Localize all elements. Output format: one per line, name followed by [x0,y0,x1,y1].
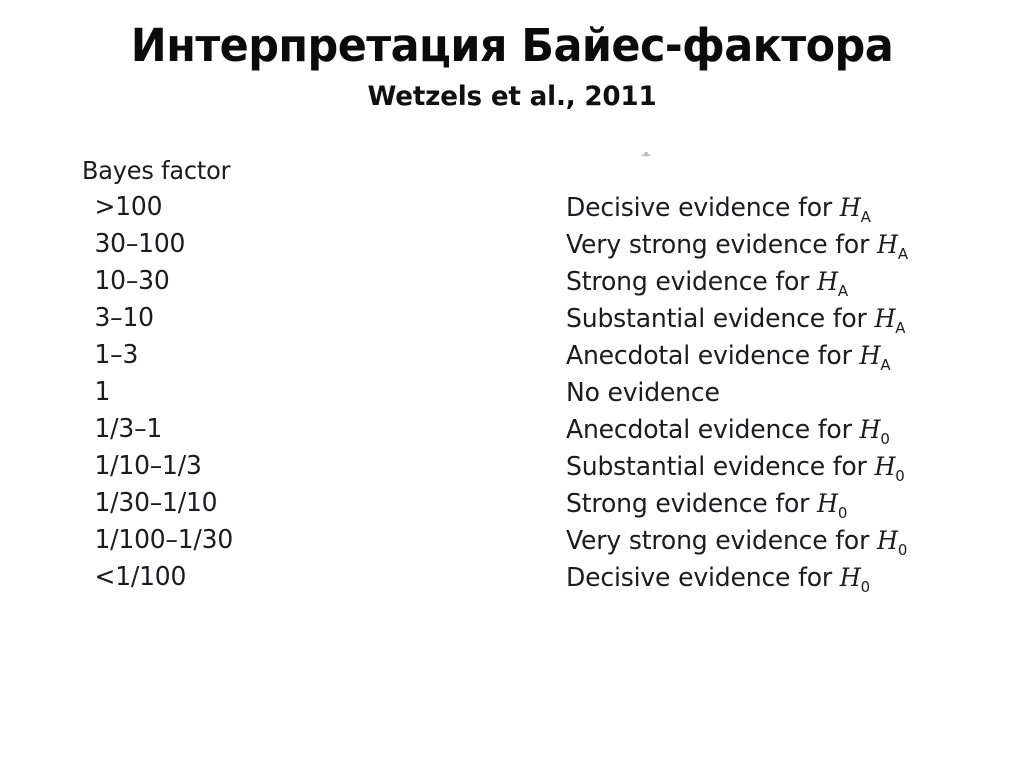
hypothesis-subscript: 0 [860,578,871,596]
hypothesis-symbol: H0 [874,452,905,485]
hypothesis-symbol: H0 [859,415,890,448]
hypothesis-subscript: A [880,356,891,374]
table-row: Strong evidence for H0 [566,485,981,522]
table-row: Substantial evidence for H0 [566,448,981,485]
table-row: Substantial evidence for HA [566,300,981,337]
hypothesis-symbol: HA [859,341,891,374]
table-row: 1 [94,377,111,407]
table-row: 1/3–1 [94,414,163,444]
column-header-bayes-factor: Bayes factor [82,156,231,185]
hypothesis-subscript: A [895,319,906,337]
bayes-factor-table-figure: Interpretation Bayes factor >100 30–100 … [0,152,1024,632]
table-row: 10–30 [94,266,170,296]
interpretation-text: Very strong evidence for [566,526,878,556]
interpretation-text: Anecdotal evidence for [566,341,860,371]
table-row: Very strong evidence for H0 [566,522,981,559]
table-row: Decisive evidence for H0 [566,559,981,596]
interpretation-text: Decisive evidence for [566,193,840,223]
table-row: Decisive evidence for HA [566,189,981,226]
hypothesis-symbol: H0 [839,563,871,596]
interpretation-text: Strong evidence for [566,267,818,297]
hypothesis-subscript: A [897,245,909,263]
table-row: 1/10–1/3 [94,451,202,481]
interpretation-text: Substantial evidence for [566,304,875,334]
hypothesis-subscript: A [837,282,849,300]
hypothesis-symbol: H0 [817,489,848,522]
hypothesis-subscript: 0 [880,430,890,448]
bayes-factor-column: Bayes factor >100 30–100 10–30 3–10 1–3 … [82,152,502,596]
hypothesis-subscript: 0 [897,541,908,559]
hypothesis-symbol: HA [877,230,909,263]
slide-subtitle-citation: Wetzels et al., 2011 [367,81,657,112]
hypothesis-subscript: A [860,208,871,226]
table-row: Anecdotal evidence for H0 [566,411,981,448]
hypothesis-subscript: 0 [837,504,848,522]
table-row: 1–3 [94,340,139,370]
interpretation-text: Strong evidence for [566,489,818,519]
slide-header: Интерпретация Байес-фактора Wetzels et a… [0,18,1024,114]
interpretation-text: No evidence [566,378,720,408]
cropped-table-header-artifact: Interpretation [566,152,926,174]
table-row: Strong evidence for HA [566,263,981,300]
table-row: 1/30–1/10 [94,488,218,518]
table-row: 30–100 [94,229,186,259]
interpretation-text: Substantial evidence for [566,452,875,482]
hypothesis-symbol: HA [874,304,906,337]
table-row: 3–10 [94,303,154,333]
hypothesis-symbol: HA [839,193,871,226]
table-row: Very strong evidence for HA [566,226,981,263]
interpretation-value-list: Decisive evidence for HA Very strong evi… [566,189,996,596]
hypothesis-symbol: H0 [877,526,908,559]
table-row: Anecdotal evidence for HA [566,337,981,374]
interpretation-text: Decisive evidence for [566,563,840,593]
hypothesis-symbol: HA [817,267,849,300]
hypothesis-subscript: 0 [895,467,905,485]
table-columns: Bayes factor >100 30–100 10–30 3–10 1–3 … [0,152,1024,632]
interpretation-column: Decisive evidence for HA Very strong evi… [566,189,996,596]
table-row: No evidence [566,374,981,411]
page-title: Интерпретация Байес-фактора [130,19,894,72]
table-row: <1/100 [94,562,187,592]
cropped-header-ghost-text: Interpretation [566,152,782,156]
bayes-factor-value-list: >100 30–100 10–30 3–10 1–3 1 1/3–1 1/10–… [82,189,502,596]
interpretation-text: Anecdotal evidence for [566,415,860,445]
table-row: 1/100–1/30 [94,525,234,555]
table-row: >100 [94,192,163,222]
interpretation-text: Very strong evidence for [566,230,878,260]
